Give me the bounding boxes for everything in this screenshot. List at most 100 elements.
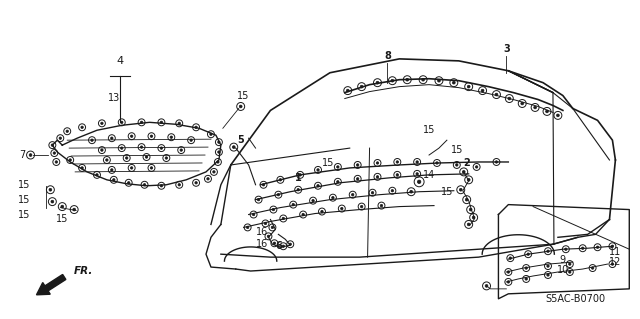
Text: 2: 2 xyxy=(463,158,470,168)
Circle shape xyxy=(217,161,219,163)
Text: FR.: FR. xyxy=(74,266,93,276)
Circle shape xyxy=(436,162,438,164)
Circle shape xyxy=(396,174,399,176)
Text: 15: 15 xyxy=(441,187,453,197)
Circle shape xyxy=(337,166,339,168)
Circle shape xyxy=(611,245,614,248)
Circle shape xyxy=(299,174,301,176)
Circle shape xyxy=(527,253,529,256)
Circle shape xyxy=(337,181,339,183)
FancyArrow shape xyxy=(36,274,66,295)
Circle shape xyxy=(51,144,54,146)
Circle shape xyxy=(273,242,276,244)
Circle shape xyxy=(252,213,255,216)
Circle shape xyxy=(262,183,265,186)
Circle shape xyxy=(178,183,180,186)
Circle shape xyxy=(596,246,599,249)
Circle shape xyxy=(509,257,511,259)
Circle shape xyxy=(218,141,220,143)
Circle shape xyxy=(96,174,98,176)
Circle shape xyxy=(467,178,470,181)
Text: 4: 4 xyxy=(116,56,124,66)
Circle shape xyxy=(460,188,462,191)
Circle shape xyxy=(467,85,470,88)
Text: 15: 15 xyxy=(19,195,31,205)
Text: 11: 11 xyxy=(609,247,621,257)
Circle shape xyxy=(321,210,323,213)
Circle shape xyxy=(212,171,215,173)
Circle shape xyxy=(360,85,363,88)
Circle shape xyxy=(557,114,559,117)
Circle shape xyxy=(371,191,374,194)
Text: 9: 9 xyxy=(560,255,566,265)
Circle shape xyxy=(195,126,197,129)
Circle shape xyxy=(232,146,235,149)
Text: 13: 13 xyxy=(108,93,120,102)
Circle shape xyxy=(160,147,163,149)
Circle shape xyxy=(332,197,334,199)
Circle shape xyxy=(356,164,359,166)
Circle shape xyxy=(391,189,394,192)
Circle shape xyxy=(271,226,274,229)
Circle shape xyxy=(525,278,527,280)
Circle shape xyxy=(534,106,536,109)
Circle shape xyxy=(111,137,113,139)
Circle shape xyxy=(150,167,153,169)
Circle shape xyxy=(568,271,571,273)
Text: 6: 6 xyxy=(275,241,282,251)
Circle shape xyxy=(140,146,143,148)
Circle shape xyxy=(160,121,163,123)
Circle shape xyxy=(507,281,509,283)
Circle shape xyxy=(476,166,478,168)
Circle shape xyxy=(376,162,379,164)
Circle shape xyxy=(422,78,424,81)
Circle shape xyxy=(525,267,527,269)
Text: 16: 16 xyxy=(257,227,269,237)
Circle shape xyxy=(508,97,511,100)
Circle shape xyxy=(120,147,123,149)
Circle shape xyxy=(462,170,465,173)
Circle shape xyxy=(100,122,103,124)
Circle shape xyxy=(564,248,567,250)
Circle shape xyxy=(495,93,498,96)
Circle shape xyxy=(481,89,484,92)
Circle shape xyxy=(416,161,419,163)
Circle shape xyxy=(66,130,68,132)
Circle shape xyxy=(547,265,549,267)
Circle shape xyxy=(302,213,305,216)
Circle shape xyxy=(485,285,488,287)
Circle shape xyxy=(495,161,498,163)
Text: 5: 5 xyxy=(237,135,244,145)
Circle shape xyxy=(292,204,294,206)
Circle shape xyxy=(417,180,421,183)
Circle shape xyxy=(69,159,72,161)
Circle shape xyxy=(452,81,455,84)
Circle shape xyxy=(29,154,32,156)
Circle shape xyxy=(178,122,180,124)
Circle shape xyxy=(507,271,509,273)
Circle shape xyxy=(143,183,146,186)
Text: 1: 1 xyxy=(295,173,301,183)
Text: 15: 15 xyxy=(19,210,31,219)
Text: 15: 15 xyxy=(19,180,31,190)
Circle shape xyxy=(521,102,524,105)
Text: S5AC-B0700: S5AC-B0700 xyxy=(546,294,606,304)
Circle shape xyxy=(340,207,343,210)
Text: 7: 7 xyxy=(19,150,26,160)
Circle shape xyxy=(106,159,108,161)
Circle shape xyxy=(356,178,359,180)
Circle shape xyxy=(380,204,383,207)
Circle shape xyxy=(73,208,76,211)
Circle shape xyxy=(547,250,549,252)
Circle shape xyxy=(546,110,548,113)
Circle shape xyxy=(257,198,260,201)
Text: 12: 12 xyxy=(609,257,621,267)
Circle shape xyxy=(150,135,153,137)
Circle shape xyxy=(360,205,363,208)
Text: 8: 8 xyxy=(384,51,391,61)
Circle shape xyxy=(59,137,61,139)
Circle shape xyxy=(279,179,282,181)
Circle shape xyxy=(582,247,584,249)
Circle shape xyxy=(312,199,314,202)
Circle shape xyxy=(160,185,163,187)
